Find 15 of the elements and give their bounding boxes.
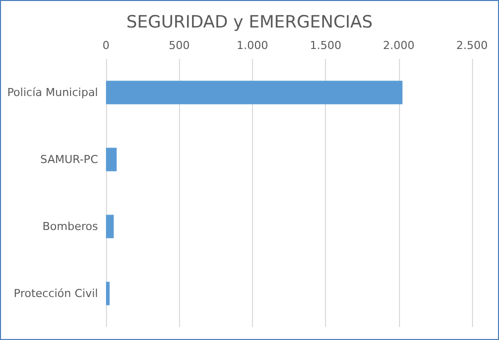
bar [106, 148, 117, 172]
bar [106, 80, 402, 104]
x-tick-label: 500 [168, 39, 190, 52]
x-tick-label: 0 [102, 39, 110, 52]
y-tick-label: Policía Municipal [7, 86, 98, 99]
y-tick-label: Protección Civil [14, 287, 98, 300]
bar [106, 214, 114, 238]
x-tick-label: 1.500 [310, 39, 342, 52]
bar [106, 282, 110, 306]
y-tick-label: SAMUR-PC [40, 153, 98, 166]
y-tick-label: Bomberos [42, 220, 98, 233]
x-tick-label: 1.000 [236, 39, 268, 52]
x-tick-label: 2.000 [383, 39, 415, 52]
x-tick-label: 2.500 [456, 39, 488, 52]
chart-title: SEGURIDAD y EMERGENCIAS [126, 12, 373, 32]
